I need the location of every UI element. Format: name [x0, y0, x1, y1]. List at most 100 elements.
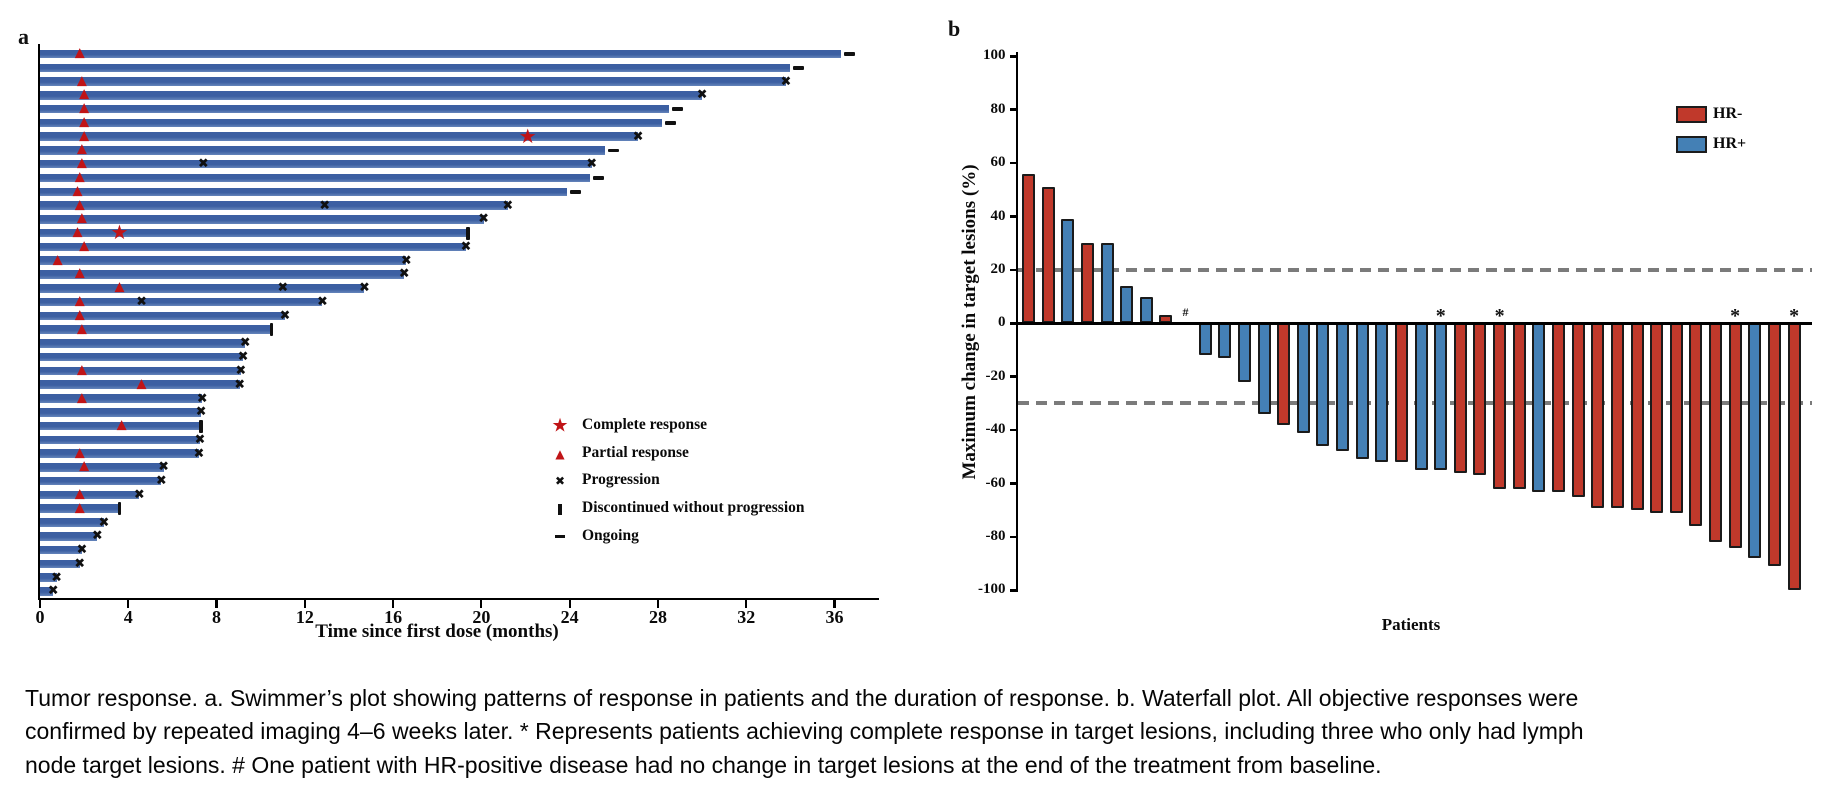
waterfall-bar	[1512, 323, 1526, 489]
reference-dashed-line	[1018, 267, 1812, 272]
partial-response-icon: ▲	[74, 500, 85, 516]
swimmer-x-tick-label: 0	[35, 607, 45, 627]
partial-response-icon: ▲	[79, 100, 90, 116]
swimmer-x-tick-label: 12	[295, 607, 314, 627]
progression-icon: ✖	[358, 280, 370, 296]
progression-icon: ✖	[155, 473, 167, 489]
partial-response-icon: ▲	[74, 293, 85, 309]
swimmer-bar	[40, 187, 568, 197]
progression-icon: ✖	[98, 515, 110, 531]
legend-item-label: Discontinued without progression	[582, 499, 805, 517]
waterfall-y-tick	[1009, 322, 1016, 325]
panel-b-label: b	[948, 16, 961, 41]
progression-icon: ✖	[277, 280, 289, 296]
swimmer-bar	[40, 518, 104, 527]
discontinued-icon	[466, 226, 470, 240]
swimmer-bar	[40, 490, 140, 500]
partial-response-icon: ▲	[79, 458, 90, 474]
waterfall-bar	[1257, 323, 1271, 415]
swimmer-bar	[40, 132, 639, 141]
progression-icon: ✖	[91, 528, 103, 544]
partial-response-icon: ▲	[79, 238, 90, 254]
partial-response-icon: ▲	[76, 321, 87, 337]
waterfall-bar	[1787, 323, 1801, 591]
waterfall-bar	[1041, 187, 1055, 324]
swimmer-bar	[40, 545, 82, 555]
swimmer-bar	[40, 146, 605, 155]
swimmer-bar	[40, 352, 244, 362]
progression-icon: ✖	[197, 156, 209, 172]
swimmer-x-tick-label: 32	[737, 607, 756, 627]
discontinued-icon	[117, 502, 122, 516]
progression-icon: ✖	[478, 211, 490, 227]
waterfall-bar	[1316, 323, 1330, 447]
bar-annotation: *	[1789, 305, 1800, 327]
swimmer-bar	[40, 449, 199, 458]
progression-icon: ✖	[195, 404, 207, 420]
progression-icon: ✖	[460, 239, 472, 255]
caption-line: Tumor response. a. Swimmer’s plot showin…	[25, 685, 1579, 711]
waterfall-y-tick-label: -80	[985, 527, 1006, 544]
waterfall-bar	[1453, 323, 1467, 473]
swimmer-bar	[40, 228, 469, 238]
ongoing-icon	[793, 65, 805, 70]
swimmer-bar	[40, 242, 466, 252]
progression-icon: ✖	[133, 487, 145, 503]
waterfall-y-tick	[1009, 108, 1016, 111]
partial-response-icon: ▲	[76, 362, 87, 378]
partial-response-icon: ▲	[76, 210, 87, 226]
waterfall-bar	[1237, 323, 1251, 383]
waterfall-bar	[1748, 323, 1762, 559]
waterfall-bar	[1198, 323, 1212, 356]
waterfall-bar	[1336, 323, 1350, 452]
swimmer-bar	[40, 63, 791, 73]
complete-response-icon: ★	[110, 220, 129, 245]
partial-response-icon: ▲	[72, 224, 83, 240]
waterfall-y-tick-label: 40	[990, 207, 1006, 224]
swimmer-bar	[40, 270, 405, 279]
waterfall-y-tick-label: -40	[985, 421, 1006, 438]
swimmer-bar	[40, 366, 241, 376]
swimmer-x-tick-label: 20	[472, 607, 491, 627]
progression-icon: ✖	[196, 391, 208, 406]
swimmer-bar	[40, 380, 240, 389]
progression-icon: ✖	[239, 335, 251, 351]
swimmer-bar	[40, 532, 98, 541]
progression-icon: ✖	[317, 294, 328, 310]
waterfall-bar	[1434, 323, 1448, 471]
waterfall-bar	[1414, 323, 1428, 471]
swimmer-bar	[40, 159, 592, 169]
waterfall-bar	[1552, 323, 1565, 492]
progression-icon: ✖	[234, 377, 246, 393]
waterfall-bar	[1355, 323, 1369, 460]
waterfall-y-tick	[1009, 161, 1016, 165]
swimmer-bar	[40, 559, 80, 569]
legend-item-label: Partial response	[582, 443, 689, 461]
partial-response-icon: ▲	[76, 73, 87, 89]
partial-response-icon: ▲	[116, 417, 127, 433]
partial-response-icon: ▲	[74, 307, 85, 323]
progression-icon: ✖	[235, 363, 247, 379]
waterfall-bar	[1277, 323, 1291, 425]
progression-icon: ✖	[237, 349, 249, 365]
ongoing-icon	[844, 52, 856, 56]
swimmer-x-tick-label: 4	[123, 607, 133, 627]
legend-complete-response-icon: ★	[551, 414, 569, 437]
progression-icon: ✖	[398, 266, 410, 282]
partial-response-icon: ▲	[74, 486, 85, 502]
waterfall-bar	[1473, 323, 1487, 476]
swimmer-x-tick	[303, 600, 306, 608]
swimmer-bar	[40, 421, 202, 431]
swimmer-bar	[40, 201, 508, 210]
figure-caption: Tumor response. a. Swimmer’s plot showin…	[25, 682, 1584, 782]
waterfall-bar	[1022, 173, 1035, 324]
progression-icon: ✖	[780, 74, 792, 90]
panel-a-label: a	[18, 24, 29, 49]
waterfall-y-tick	[1009, 535, 1016, 539]
ongoing-icon	[665, 121, 677, 125]
partial-response-icon: ▲	[72, 183, 83, 199]
legend-discontinued-icon	[558, 503, 562, 515]
partial-response-icon: ▲	[74, 169, 85, 185]
